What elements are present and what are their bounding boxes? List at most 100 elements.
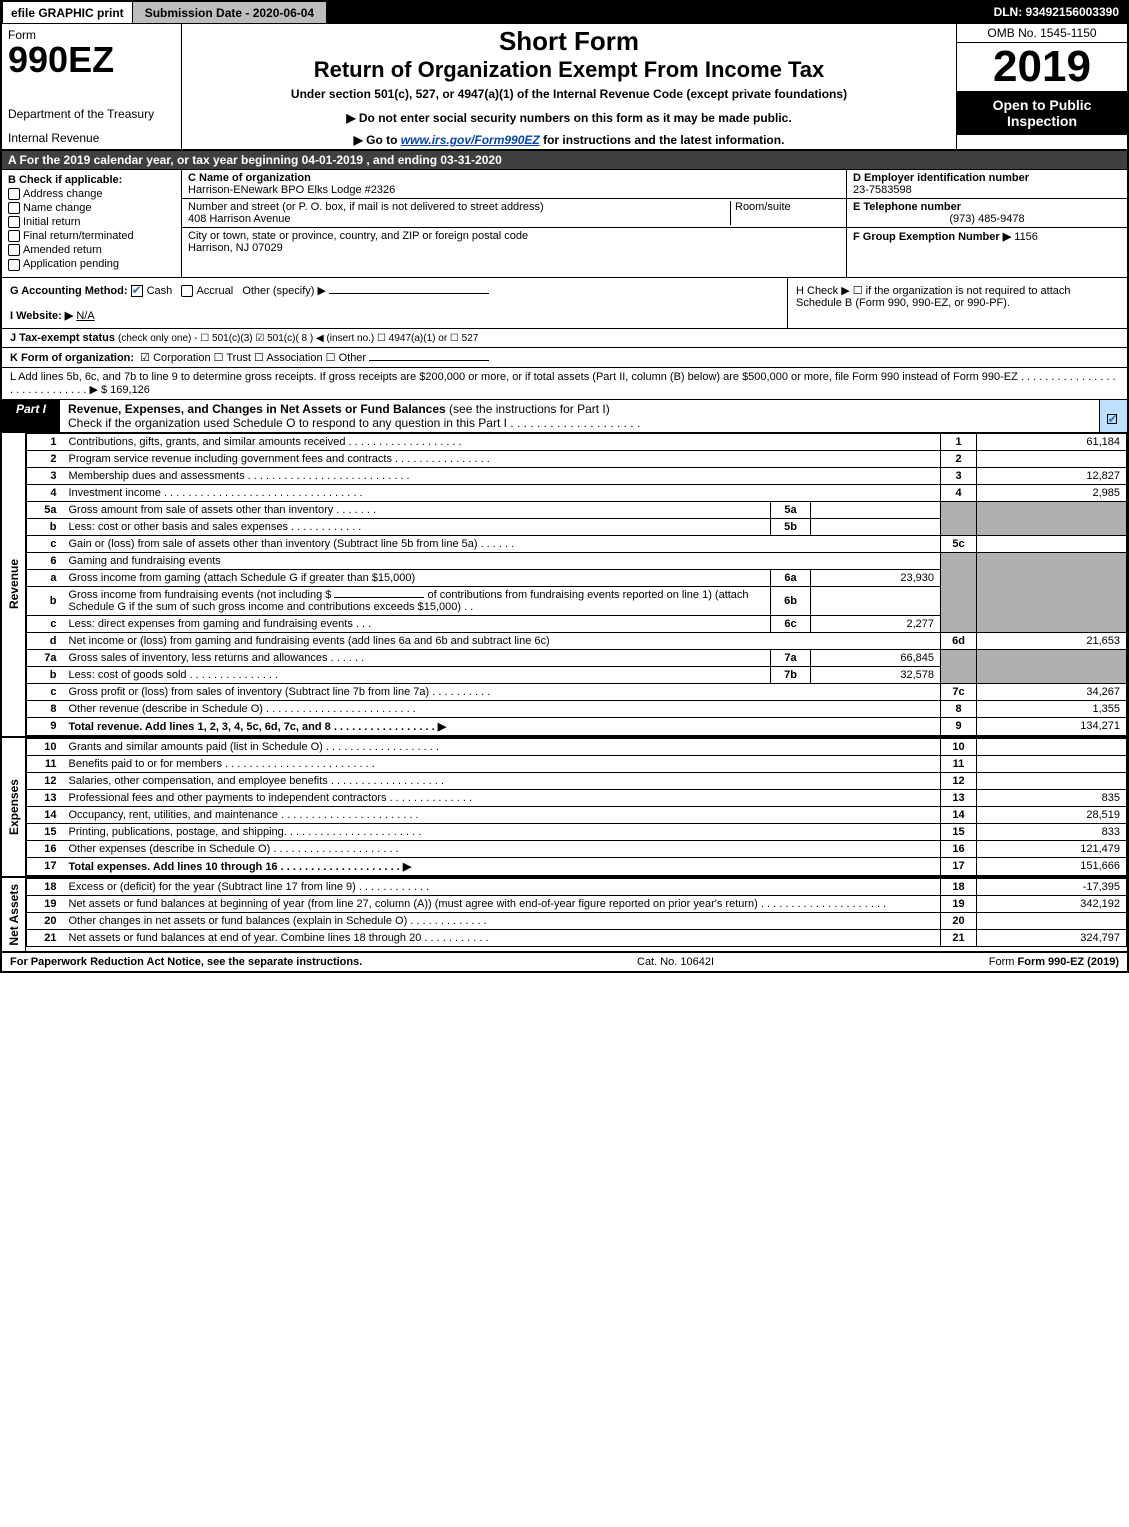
- line-19-val: 342,192: [977, 895, 1127, 912]
- line-5b-desc: Less: cost or other basis and sales expe…: [63, 518, 771, 535]
- line-5a-no: 5a: [27, 501, 63, 518]
- other-specify-input[interactable]: [329, 293, 489, 294]
- line-9-val: 134,271: [977, 717, 1127, 735]
- expenses-section: Expenses 10 Grants and similar amounts p…: [2, 736, 1127, 876]
- line-18-desc: Excess or (deficit) for the year (Subtra…: [63, 878, 941, 895]
- line-1: 1 Contributions, gifts, grants, and simi…: [27, 433, 1127, 450]
- line-9-no: 9: [27, 717, 63, 735]
- efile-print-button[interactable]: efile GRAPHIC print: [2, 2, 133, 24]
- line-21-desc: Net assets or fund balances at end of ye…: [63, 929, 941, 946]
- line-6c-no: c: [27, 615, 63, 632]
- line-11-lineno: 11: [941, 755, 977, 772]
- other-org-input[interactable]: [369, 360, 489, 361]
- revenue-vlabel-text: Revenue: [5, 553, 23, 615]
- line-13-desc: Professional fees and other payments to …: [63, 789, 941, 806]
- line-10-lineno: 10: [941, 738, 977, 755]
- net-assets-vlabel-text: Net Assets: [5, 878, 23, 952]
- chk-initial-return-label: Initial return: [23, 216, 80, 228]
- line-1-val: 61,184: [977, 433, 1127, 450]
- chk-final-return[interactable]: [8, 230, 20, 242]
- line-5c-val: [977, 535, 1127, 552]
- line-12-desc: Salaries, other compensation, and employ…: [63, 772, 941, 789]
- city-label: City or town, state or province, country…: [188, 230, 528, 242]
- line-11: 11 Benefits paid to or for members . . .…: [27, 755, 1127, 772]
- line-7b-desc: Less: cost of goods sold . . . . . . . .…: [63, 666, 771, 683]
- phone-value: (973) 485-9478: [853, 213, 1121, 225]
- box-c: C Name of organization Harrison-ENewark …: [182, 170, 847, 277]
- footer-left: For Paperwork Reduction Act Notice, see …: [10, 956, 362, 968]
- line-21: 21 Net assets or fund balances at end of…: [27, 929, 1127, 946]
- street-value: 408 Harrison Avenue: [188, 213, 291, 225]
- form-number: 990EZ: [8, 42, 175, 78]
- line-7a-sub: 7a: [771, 649, 811, 666]
- line-7a-desc: Gross sales of inventory, less returns a…: [63, 649, 771, 666]
- chk-application-pending[interactable]: [8, 259, 20, 271]
- city-value: Harrison, NJ 07029: [188, 242, 283, 254]
- line-11-desc: Benefits paid to or for members . . . . …: [63, 755, 941, 772]
- line-14-desc: Occupancy, rent, utilities, and maintena…: [63, 806, 941, 823]
- chk-final-return-label: Final return/terminated: [23, 230, 134, 242]
- revenue-table: 1 Contributions, gifts, grants, and simi…: [26, 433, 1127, 736]
- chk-name-change[interactable]: [8, 202, 20, 214]
- line-9-lineno: 9: [941, 717, 977, 735]
- line-16-lineno: 16: [941, 840, 977, 857]
- chk-accrual-label: Accrual: [196, 285, 233, 297]
- chk-accrual[interactable]: [181, 285, 193, 297]
- net-assets-vlabel: Net Assets: [2, 878, 26, 952]
- line-18: 18 Excess or (deficit) for the year (Sub…: [27, 878, 1127, 895]
- line-17-desc-b: Total expenses. Add lines 10 through 16 …: [69, 861, 412, 873]
- line-13-val: 835: [977, 789, 1127, 806]
- line-5c-no: c: [27, 535, 63, 552]
- ein-value: 23-7583598: [853, 184, 912, 196]
- line-7ab-shade-val: [977, 649, 1127, 683]
- chk-other-label: Other (specify) ▶: [242, 285, 326, 297]
- calendar-year-row: A For the 2019 calendar year, or tax yea…: [2, 151, 1127, 170]
- group-exemption-value: 1156: [1014, 231, 1038, 243]
- goto-pre: ▶ Go to: [354, 133, 401, 147]
- line-20-no: 20: [27, 912, 63, 929]
- line-10-no: 10: [27, 738, 63, 755]
- website-value: N/A: [76, 310, 94, 322]
- goto-link[interactable]: www.irs.gov/Form990EZ: [401, 133, 540, 147]
- page-footer: For Paperwork Reduction Act Notice, see …: [2, 953, 1127, 971]
- line-5ab-shade: [941, 501, 977, 535]
- row-k-label: K Form of organization:: [10, 352, 134, 364]
- form-990ez-page: efile GRAPHIC print Submission Date - 20…: [0, 0, 1129, 973]
- line-7b-sub: 7b: [771, 666, 811, 683]
- row-g: G Accounting Method: Cash Accrual Other …: [2, 278, 787, 328]
- schedule-o-checkbox-cell: [1099, 400, 1127, 432]
- line-8-val: 1,355: [977, 700, 1127, 717]
- top-bar: efile GRAPHIC print Submission Date - 20…: [2, 2, 1127, 24]
- line-6-shade: [941, 552, 977, 632]
- line-21-no: 21: [27, 929, 63, 946]
- line-17-lineno: 17: [941, 857, 977, 875]
- schedule-o-checkbox[interactable]: [1107, 414, 1117, 424]
- line-6b-subval: [811, 586, 941, 615]
- line-7b-subval: 32,578: [811, 666, 941, 683]
- line-6d-val: 21,653: [977, 632, 1127, 649]
- chk-amended-return[interactable]: [8, 244, 20, 256]
- line-14-no: 14: [27, 806, 63, 823]
- form-header: Form 990EZ Department of the Treasury In…: [2, 24, 1127, 151]
- chk-address-change[interactable]: [8, 188, 20, 200]
- chk-amended-return-label: Amended return: [23, 244, 102, 256]
- line-6b-blank[interactable]: [334, 597, 424, 598]
- line-15: 15 Printing, publications, postage, and …: [27, 823, 1127, 840]
- line-11-no: 11: [27, 755, 63, 772]
- under-section: Under section 501(c), 527, or 4947(a)(1)…: [190, 87, 948, 101]
- line-5a-subval: [811, 501, 941, 518]
- row-k-rest: ☑ Corporation ☐ Trust ☐ Association ☐ Ot…: [140, 352, 366, 364]
- chk-cash[interactable]: [131, 285, 143, 297]
- line-3-no: 3: [27, 467, 63, 484]
- dln-label: DLN: 93492156003390: [986, 2, 1127, 24]
- chk-initial-return[interactable]: [8, 216, 20, 228]
- submission-date-button[interactable]: Submission Date - 2020-06-04: [133, 2, 327, 24]
- line-8-lineno: 8: [941, 700, 977, 717]
- line-10: 10 Grants and similar amounts paid (list…: [27, 738, 1127, 755]
- line-17-no: 17: [27, 857, 63, 875]
- line-6d: d Net income or (loss) from gaming and f…: [27, 632, 1127, 649]
- line-6d-desc: Net income or (loss) from gaming and fun…: [63, 632, 941, 649]
- irs-label: Internal Revenue: [8, 131, 175, 145]
- line-6c-sub: 6c: [771, 615, 811, 632]
- line-15-desc: Printing, publications, postage, and shi…: [63, 823, 941, 840]
